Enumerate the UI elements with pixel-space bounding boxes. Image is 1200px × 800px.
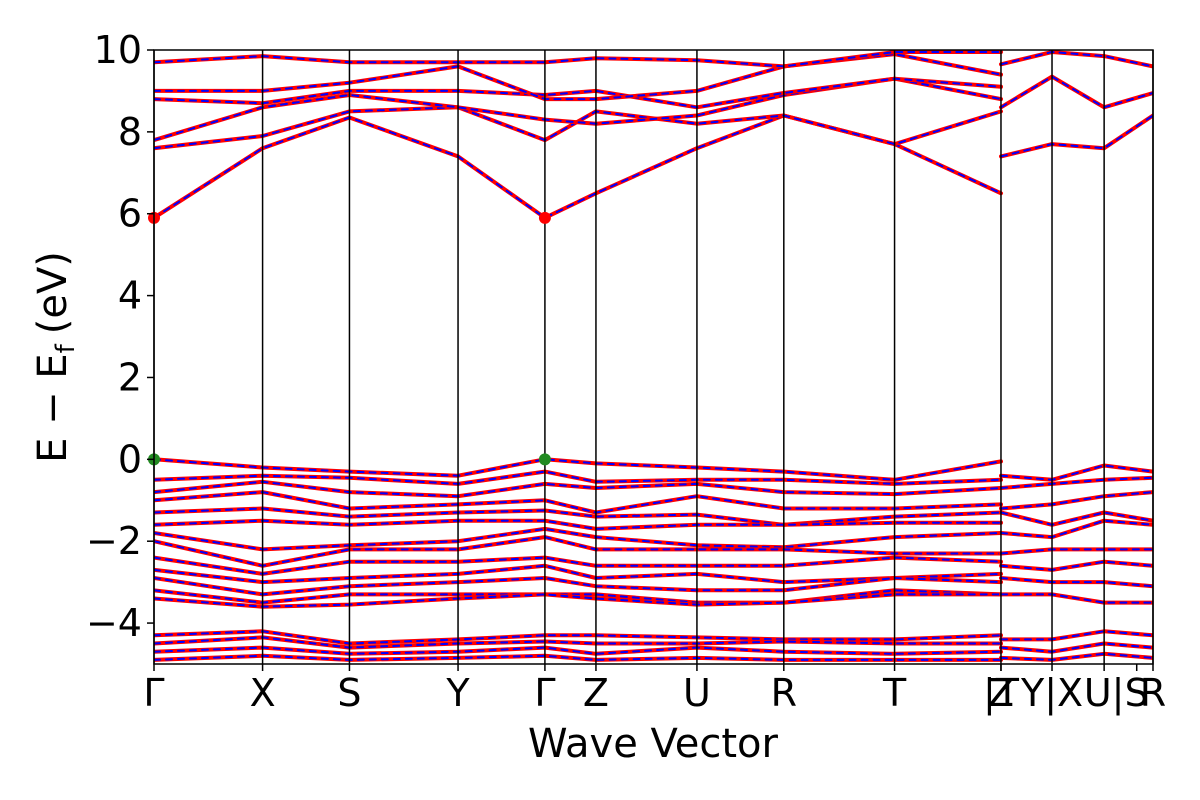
band-18-series-1	[154, 564, 1002, 584]
x-axis-ticks: Γ X S Y Γ Z U R T Z|T Y|X U| SR	[143, 664, 1166, 716]
y-axis-title-main: E − E	[30, 353, 76, 463]
band-10-series-1	[154, 470, 1002, 485]
y-tick-label-6: 8	[118, 110, 142, 154]
x-tick-label-8: T	[882, 671, 907, 715]
x-tick-label-9: Z	[988, 671, 1014, 715]
y-tick-label-5: 6	[118, 192, 142, 236]
kpoint-vlines	[153, 50, 1154, 664]
bands-layer	[154, 50, 1153, 662]
band-edge-marker-3	[538, 453, 551, 466]
x-tick-label-10: |T	[983, 671, 1020, 716]
y-tick-label-1: −2	[86, 519, 142, 563]
band-22-series-1	[1000, 464, 1153, 481]
band-1-series-0	[154, 105, 1003, 151]
band-25-series-1	[1000, 511, 1153, 526]
y-tick-label-2: 0	[118, 437, 142, 481]
y-axis-title-sub: f	[51, 343, 81, 353]
band-34-series-1	[154, 654, 1002, 661]
band-17-series-1	[154, 556, 1002, 575]
x-tick-label-5: Z	[583, 671, 609, 715]
band-23-series-1	[1000, 476, 1153, 489]
x-tick-label-11: Y|X	[1020, 671, 1083, 716]
band-36-series-1	[1000, 642, 1153, 653]
band-37-series-1	[1000, 652, 1153, 661]
y-axis-ticks: −4 −2 0 2 4 6 8 10	[86, 28, 154, 645]
band-19-series-1	[154, 577, 1002, 596]
band-3-series-1	[154, 77, 1002, 109]
band-32-series-1	[154, 636, 1002, 649]
y-tick-label-3: 2	[118, 355, 142, 399]
x-tick-label-0: Γ	[143, 671, 164, 715]
band-16-series-1	[154, 536, 1002, 567]
x-tick-label-7: R	[771, 671, 797, 715]
x-tick-label-1: X	[250, 671, 276, 715]
band-edge-marker-1	[538, 211, 551, 224]
y-tick-label-0: −4	[86, 601, 142, 645]
y-tick-label-4: 4	[118, 274, 142, 318]
x-tick-label-13: S	[1125, 671, 1149, 715]
x-tick-label-6: U	[683, 671, 711, 715]
plot-frame	[153, 49, 1154, 665]
band-5-series-1	[154, 51, 1002, 68]
band-26-series-1	[1000, 519, 1153, 539]
y-axis-title-unit: (eV)	[30, 251, 76, 334]
y-axis-title: E − Ef (eV)	[30, 251, 81, 463]
band-35-series-1	[1000, 630, 1153, 641]
band-27-series-1	[1000, 548, 1153, 555]
y-tick-label-7: 10	[94, 28, 142, 72]
x-tick-label-4: Γ	[534, 671, 555, 715]
x-tick-label-14: R	[1140, 671, 1166, 715]
band-31-series-1	[154, 630, 1002, 645]
band-7-series-1	[1000, 75, 1153, 109]
band-11-series-1	[154, 480, 1002, 498]
band-12-series-1	[154, 491, 1002, 514]
x-axis-title: Wave Vector	[528, 721, 779, 767]
band-14-series-1	[154, 519, 1002, 530]
band-28-series-1	[1000, 560, 1153, 571]
x-tick-label-2: S	[337, 671, 361, 715]
band-14-series-0	[154, 518, 1003, 531]
x-tick-label-12: U|	[1084, 671, 1125, 716]
band-21-series-1	[154, 593, 1002, 608]
band-29-series-1	[1000, 577, 1153, 588]
band-24-series-1	[1000, 491, 1153, 510]
x-tick-label-3: Y	[445, 671, 470, 715]
band-8-series-1	[1000, 51, 1153, 68]
band-33-series-1	[154, 646, 1002, 655]
band-20-series-1	[154, 589, 1002, 604]
band-30-series-1	[1000, 593, 1153, 604]
band-6-series-1	[1000, 114, 1153, 158]
band-13-series-1	[154, 507, 1002, 526]
band-15-series-1	[154, 527, 1002, 551]
band-9-series-1	[154, 458, 1002, 481]
